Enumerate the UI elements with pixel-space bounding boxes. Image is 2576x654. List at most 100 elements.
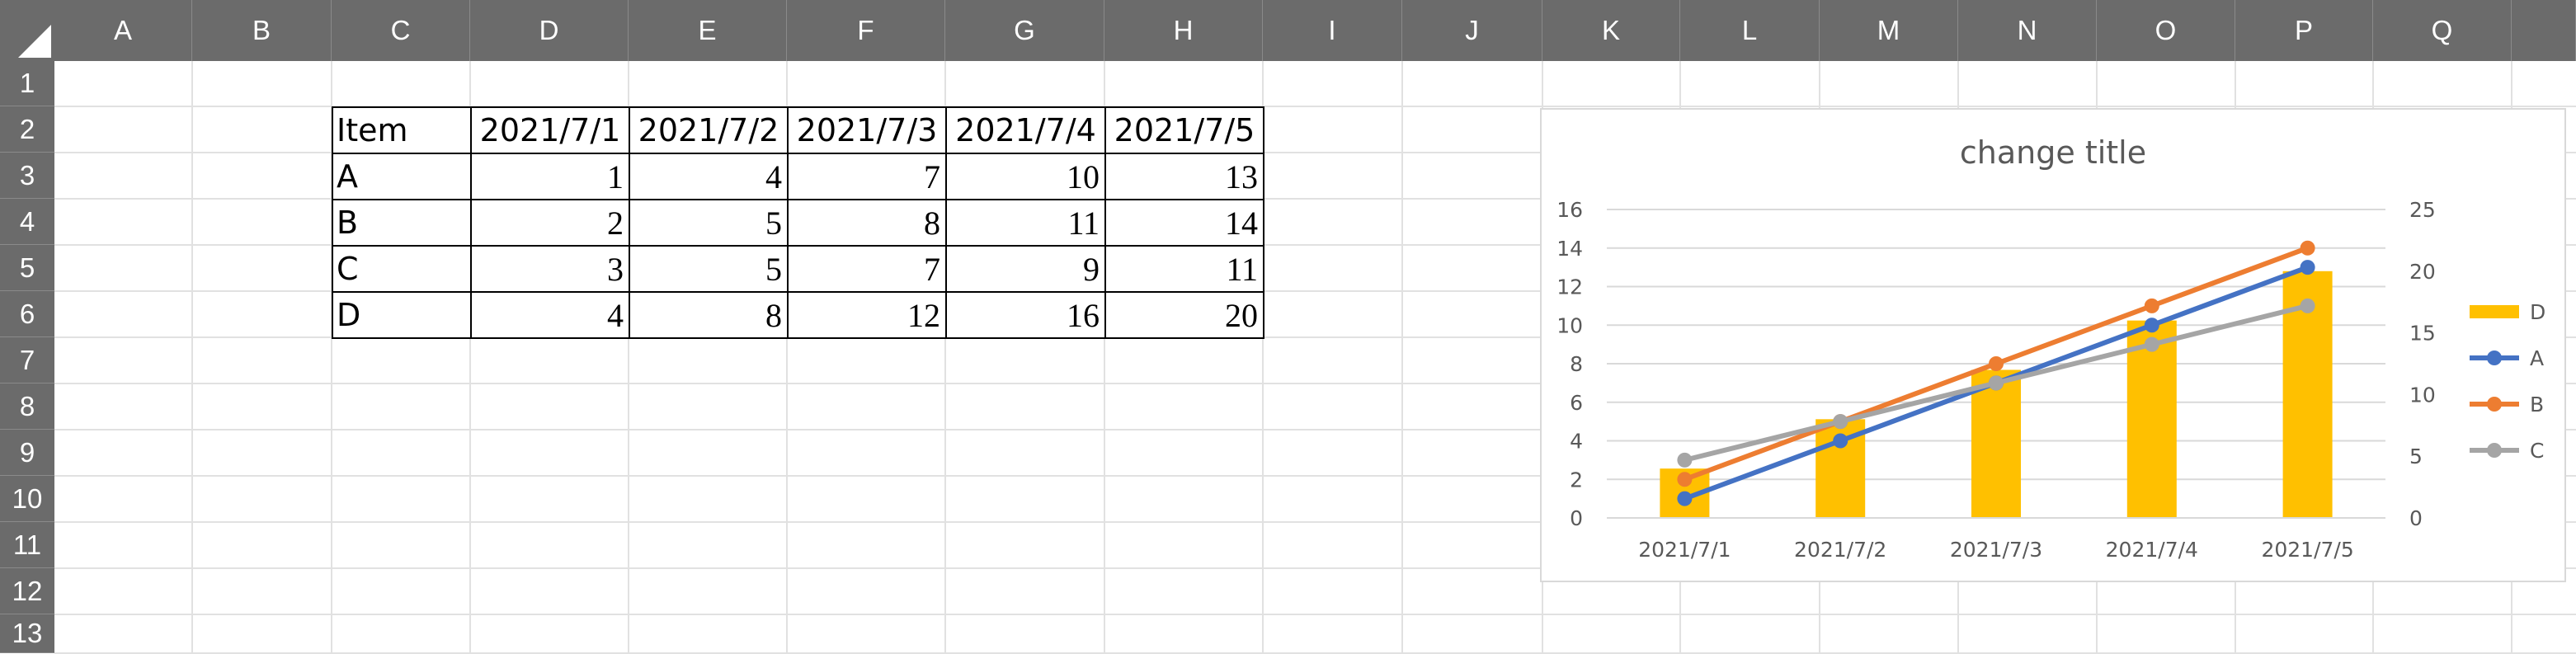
table-header-cell[interactable]: 2021/7/5: [1104, 106, 1264, 154]
row-header-2[interactable]: 2: [0, 106, 54, 153]
row-header-1[interactable]: 1: [0, 61, 54, 106]
column-header-p[interactable]: P: [2235, 0, 2373, 61]
row-gridline: [54, 429, 2576, 431]
column-gridline: [331, 61, 332, 653]
column-header-g[interactable]: G: [945, 0, 1104, 61]
row-header-4[interactable]: 4: [0, 199, 54, 245]
column-header-k[interactable]: K: [1542, 0, 1680, 61]
column-header-next[interactable]: [2512, 0, 2576, 61]
left-axis-tick-label: 12: [1556, 275, 1583, 299]
table-cell[interactable]: C: [332, 245, 472, 293]
table-cell[interactable]: 14: [1104, 199, 1264, 247]
row-gridline: [54, 106, 2576, 107]
chart-object[interactable]: change title 0 2 4 6 8 10 12 14 16 0 5 10 15 20 25 2021/…: [1540, 108, 2566, 582]
column-header-c[interactable]: C: [332, 0, 470, 61]
left-axis-tick-label: 8: [1570, 352, 1583, 376]
point-c-4: [2144, 336, 2159, 352]
column-gridline: [1401, 61, 1403, 653]
table-cell[interactable]: 4: [629, 153, 789, 200]
table-cell[interactable]: 5: [629, 199, 789, 247]
row-header-6[interactable]: 6: [0, 291, 54, 337]
table-cell[interactable]: D: [332, 291, 472, 339]
column-header-i[interactable]: I: [1263, 0, 1402, 61]
row-gridline: [54, 567, 2576, 569]
legend-label-b: B: [2530, 393, 2544, 416]
row-header-8[interactable]: 8: [0, 383, 54, 430]
row-header-9[interactable]: 9: [0, 430, 54, 476]
row-header-3[interactable]: 3: [0, 153, 54, 199]
point-b-3: [1989, 356, 2004, 371]
column-header-f[interactable]: F: [787, 0, 945, 61]
point-b-4: [2144, 298, 2159, 313]
table-header-cell[interactable]: 2021/7/3: [787, 106, 947, 154]
table-cell[interactable]: 9: [945, 245, 1106, 293]
row-gridline: [54, 198, 2576, 200]
column-header-m[interactable]: M: [1820, 0, 1958, 61]
table-cell[interactable]: 8: [629, 291, 789, 339]
column-header-e[interactable]: E: [629, 0, 787, 61]
row-header-7[interactable]: 7: [0, 337, 54, 383]
table-cell[interactable]: 13: [1104, 153, 1264, 200]
row-header-5[interactable]: 5: [0, 245, 54, 291]
table-header-cell[interactable]: 2021/7/1: [470, 106, 630, 154]
left-axis-tick-label: 0: [1570, 506, 1583, 530]
table-cell[interactable]: B: [332, 199, 472, 247]
right-axis-tick-label: 5: [2409, 445, 2423, 468]
left-axis-tick-label: 6: [1570, 391, 1583, 415]
left-axis-tick-label: 16: [1556, 198, 1583, 222]
legend-marker-a: [2487, 351, 2502, 365]
table-cell[interactable]: 3: [470, 245, 630, 293]
row-header-12[interactable]: 12: [0, 568, 54, 614]
column-gridline: [469, 61, 471, 653]
select-all-corner[interactable]: [0, 0, 54, 61]
point-c-1: [1677, 452, 1693, 468]
row-gridline: [54, 614, 2576, 615]
bar-d-3: [1971, 369, 2021, 518]
table-cell[interactable]: 16: [945, 291, 1106, 339]
row-header-13[interactable]: 13: [0, 614, 54, 653]
table-cell[interactable]: 7: [787, 153, 947, 200]
table-cell[interactable]: 11: [1104, 245, 1264, 293]
table-cell[interactable]: 5: [629, 245, 789, 293]
legend-label-c: C: [2530, 439, 2544, 463]
right-axis-tick-label: 0: [2409, 506, 2423, 530]
table-cell[interactable]: 8: [787, 199, 947, 247]
column-header-a[interactable]: A: [54, 0, 192, 61]
column-header-n[interactable]: N: [1958, 0, 2097, 61]
table-cell[interactable]: 10: [945, 153, 1106, 200]
point-a-2: [1833, 433, 1848, 449]
row-gridline: [54, 290, 2576, 292]
table-cell[interactable]: 7: [787, 245, 947, 293]
point-a-5: [2300, 260, 2315, 275]
point-a-4: [2144, 318, 2159, 333]
left-axis-tick-label: 4: [1570, 430, 1583, 454]
column-header-j[interactable]: J: [1402, 0, 1542, 61]
table-cell[interactable]: 1: [470, 153, 630, 200]
column-header-q[interactable]: Q: [2373, 0, 2512, 61]
right-axis-tick-label: 15: [2409, 322, 2436, 346]
column-header-b[interactable]: B: [192, 0, 332, 61]
chart-title: change title: [1960, 134, 2146, 171]
table-cell[interactable]: 20: [1104, 291, 1264, 339]
left-axis-tick-label: 2: [1570, 468, 1583, 492]
column-header-h[interactable]: H: [1104, 0, 1263, 61]
column-header-d[interactable]: D: [470, 0, 629, 61]
point-c-2: [1833, 414, 1848, 430]
table-cell[interactable]: 2: [470, 199, 630, 247]
column-gridline: [191, 61, 193, 653]
table-cell[interactable]: 11: [945, 199, 1106, 247]
row-header-10[interactable]: 10: [0, 476, 54, 522]
row-gridline: [54, 383, 2576, 384]
table-cell[interactable]: 4: [470, 291, 630, 339]
column-header-o[interactable]: O: [2097, 0, 2235, 61]
table-cell[interactable]: A: [332, 153, 472, 200]
row-header-11[interactable]: 11: [0, 522, 54, 568]
table-header-cell[interactable]: 2021/7/2: [629, 106, 789, 154]
table-header-cell[interactable]: Item: [332, 106, 472, 154]
column-header-l[interactable]: L: [1680, 0, 1820, 61]
table-header-cell[interactable]: 2021/7/4: [945, 106, 1106, 154]
row-gridline: [54, 152, 2576, 153]
table-cell[interactable]: 12: [787, 291, 947, 339]
column-gridline: [1262, 61, 1264, 653]
